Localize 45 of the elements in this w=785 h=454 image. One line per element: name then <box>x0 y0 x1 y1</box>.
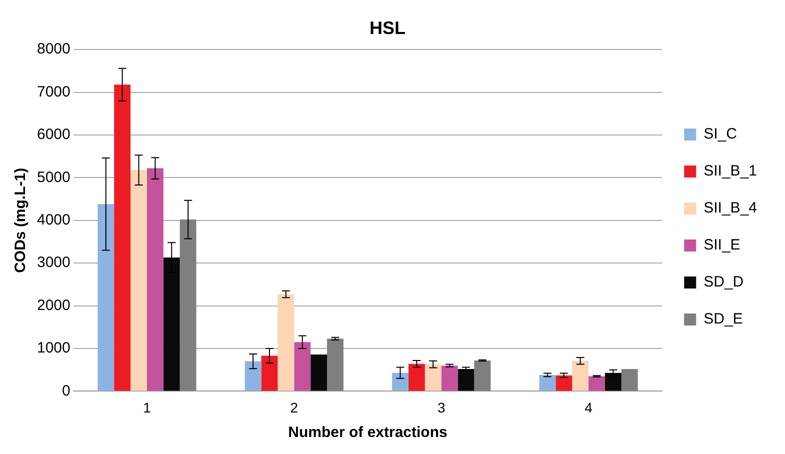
x-tick-label: 3 <box>437 399 446 416</box>
bar <box>604 372 622 391</box>
bar <box>278 294 294 391</box>
y-tick-label: 4000 <box>36 212 70 229</box>
y-tick-label: 5000 <box>36 168 70 186</box>
bar <box>539 374 556 391</box>
bar <box>261 356 278 391</box>
legend-label: SD_E <box>704 310 743 328</box>
bar <box>572 360 589 391</box>
bar <box>130 170 147 391</box>
y-tick-label: 6000 <box>36 126 70 144</box>
bar <box>327 338 344 391</box>
legend-label: SII_B_1 <box>704 162 758 180</box>
bar <box>474 360 491 391</box>
bar <box>114 84 131 391</box>
x-tick-label: 4 <box>584 399 593 416</box>
bar <box>310 354 328 391</box>
bar <box>146 168 164 391</box>
y-tick-label: 8000 <box>36 40 70 58</box>
bar <box>441 366 458 391</box>
x-tick-label: 1 <box>143 399 152 416</box>
bar <box>180 220 196 391</box>
bar <box>588 376 605 391</box>
bar <box>621 368 638 391</box>
x-tick-label: 2 <box>290 399 298 416</box>
y-tick-label: 7000 <box>36 83 70 100</box>
y-tick-label: 1000 <box>36 340 70 357</box>
bar <box>556 375 572 391</box>
bar <box>244 361 262 391</box>
x-axis-title: Number of extractions <box>288 424 448 442</box>
legend-label: SII_B_4 <box>704 200 758 217</box>
y-tick-label: 0 <box>62 382 70 400</box>
bar <box>408 364 425 391</box>
bar <box>392 372 408 391</box>
bar <box>98 204 114 391</box>
legend-label: SI_C <box>704 126 738 143</box>
bar <box>458 368 474 391</box>
legend-label: SII_E <box>704 236 740 254</box>
y-axis-title: CODs (mg.L-1) <box>12 168 30 273</box>
y-tick-label: 2000 <box>36 296 70 314</box>
chart-title: HSL <box>370 18 406 38</box>
y-tick-label: 3000 <box>36 254 70 272</box>
legend-label: SD_D <box>704 274 744 291</box>
bar <box>294 342 311 391</box>
bar <box>424 364 442 391</box>
